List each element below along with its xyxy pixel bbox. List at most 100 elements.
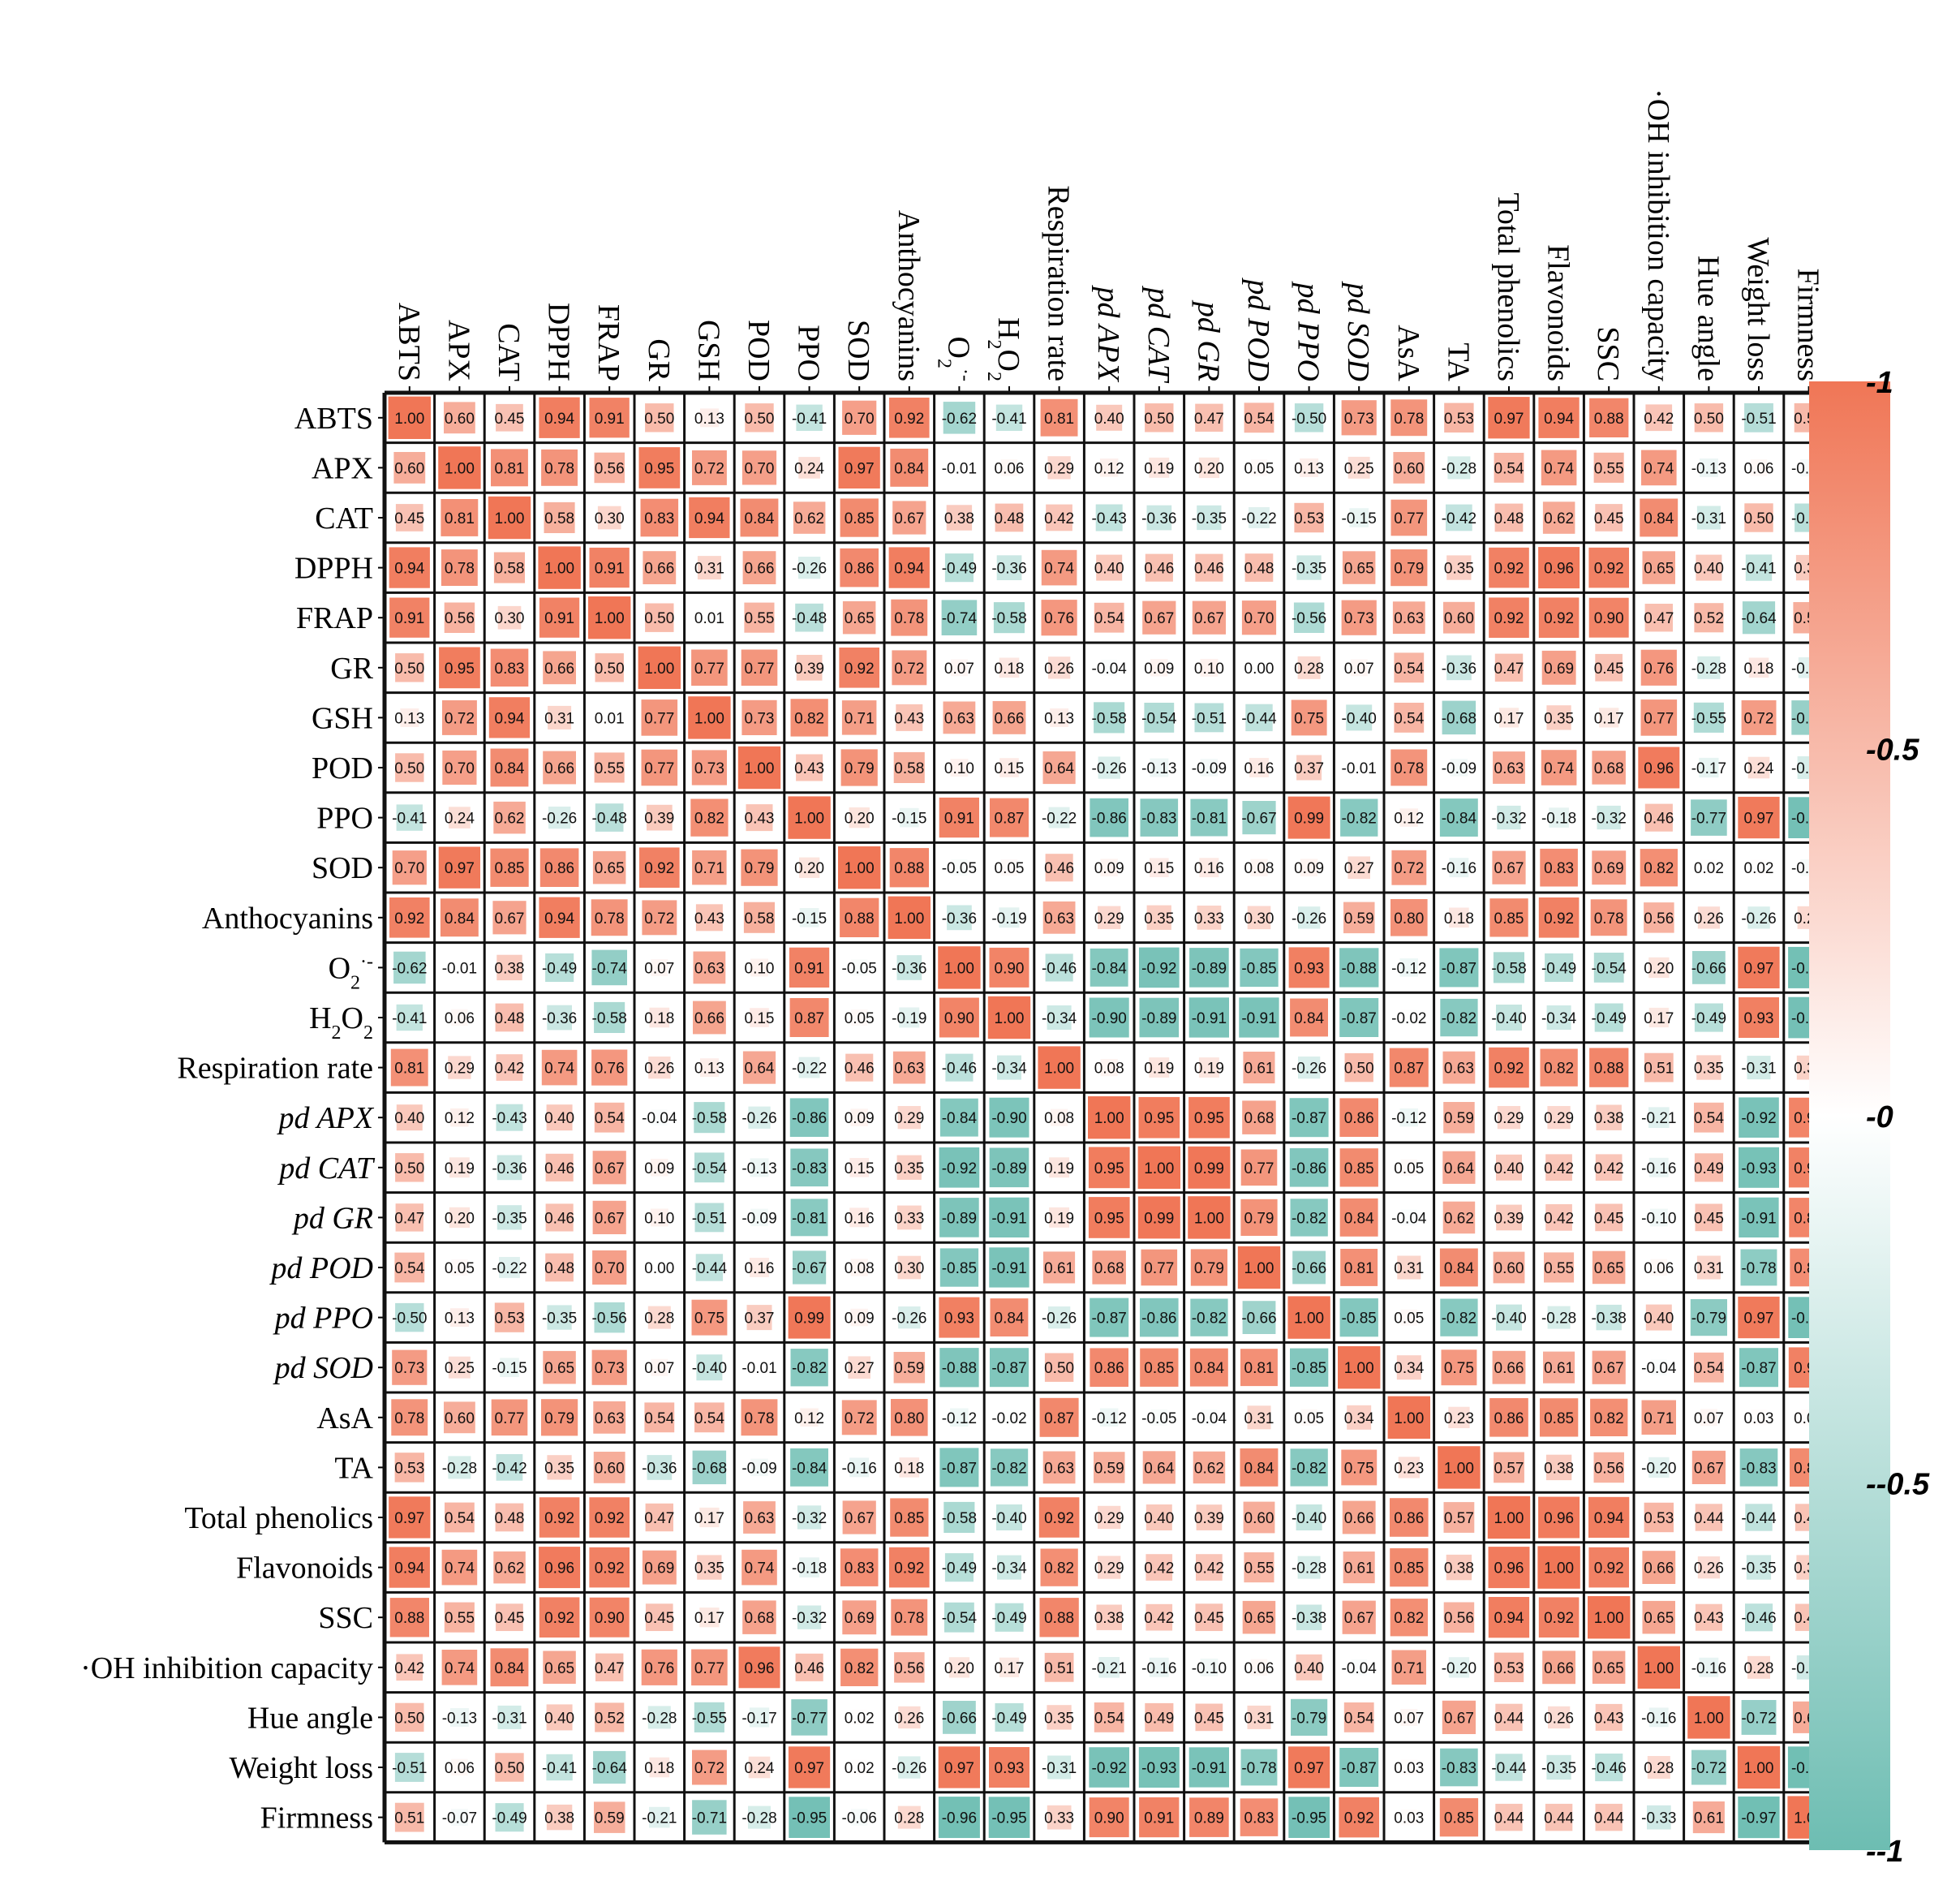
- cell-value-label: -0.56: [1292, 610, 1326, 627]
- cell-square: [1098, 756, 1120, 779]
- cell-value-label: 0.53: [495, 1311, 525, 1328]
- cell-value-label: 0.55: [1594, 460, 1624, 477]
- cell-value-label: 0.12: [1394, 811, 1424, 828]
- column-label: pd CAT: [1141, 285, 1176, 384]
- cell-value-label: 0.77: [644, 760, 674, 777]
- cell-square: [1200, 658, 1219, 677]
- cell-value-label: -0.88: [942, 1360, 977, 1377]
- cell-value-label: -0.09: [741, 1460, 776, 1477]
- cell-value-label: -0.74: [592, 960, 628, 977]
- cell-value-label: 0.96: [1544, 1510, 1574, 1527]
- cell-value-label: -0.82: [1442, 1010, 1476, 1027]
- cell-value-label: 1.00: [1194, 1210, 1224, 1227]
- cell-value-label: 0.03: [1394, 1760, 1424, 1777]
- cell-value-label: -0.58: [991, 610, 1026, 627]
- cell-value-label: -0.10: [1192, 1660, 1227, 1677]
- cell-value-label: -0.13: [741, 1160, 776, 1177]
- cell-value-label: 0.29: [1544, 1110, 1574, 1127]
- cell-value-label: -0.26: [1292, 910, 1326, 927]
- cell-square: [1000, 459, 1018, 476]
- cell-value-label: 0.67: [845, 1510, 875, 1527]
- row-label: pd GR: [291, 1201, 373, 1235]
- cell-value-label: 0.67: [1694, 1460, 1724, 1477]
- cell-square: [697, 556, 721, 580]
- cell-square: [1498, 708, 1519, 728]
- cell-value-label: 0.82: [1394, 1610, 1424, 1627]
- cell-value-label: 0.38: [1094, 1610, 1124, 1627]
- cell-value-label: -0.85: [942, 1260, 977, 1277]
- cell-square: [1047, 456, 1071, 480]
- cell-square: [594, 752, 625, 783]
- cell-value-label: 0.85: [1544, 1410, 1574, 1427]
- cell-value-label: 0.94: [1494, 1610, 1524, 1627]
- cell-value-label: 0.94: [394, 561, 424, 578]
- cell-square: [889, 398, 930, 438]
- cell-value-label: 0.05: [995, 860, 1025, 877]
- cell-value-label: 0.49: [1144, 1710, 1174, 1727]
- cell-square: [1041, 549, 1077, 586]
- cell-value-label: 0.67: [1344, 1610, 1374, 1627]
- cell-value-label: 0.44: [1594, 1810, 1624, 1827]
- cell-value-label: 0.96: [544, 1560, 574, 1577]
- cell-value-label: -0.67: [792, 1260, 827, 1277]
- cell-value-label: -0.74: [942, 610, 978, 627]
- cell-value-label: 0.09: [644, 1160, 674, 1177]
- cell-value-label: 0.54: [1244, 411, 1274, 428]
- cell-value-label: -0.28: [1541, 1311, 1576, 1328]
- cell-value-label: 0.77: [495, 1410, 525, 1427]
- cell-value-label: -0.78: [1741, 1260, 1776, 1277]
- cell-value-label: 0.97: [1744, 960, 1774, 977]
- column-label: O2·-: [933, 337, 975, 381]
- cell-value-label: 0.26: [1044, 661, 1074, 678]
- cell-value-label: -0.49: [542, 960, 577, 977]
- cell-value-label: 0.96: [1644, 760, 1674, 777]
- cell-value-label: 0.50: [644, 610, 674, 627]
- cell-value-label: 0.16: [1244, 760, 1274, 777]
- cell-value-label: 0.81: [445, 510, 475, 527]
- cell-square: [1194, 703, 1224, 733]
- cell-square: [741, 649, 778, 686]
- cell-value-label: 0.16: [1194, 860, 1224, 877]
- cell-value-label: 0.97: [1744, 1311, 1774, 1328]
- cell-value-label: 0.63: [1494, 760, 1524, 777]
- cell-value-label: 0.52: [595, 1710, 625, 1727]
- cell-square: [1341, 400, 1377, 436]
- cell-value-label: 0.56: [1644, 910, 1674, 927]
- cell-value-label: 0.56: [894, 1660, 924, 1677]
- cell-value-label: 0.43: [745, 811, 775, 828]
- cell-value-label: 0.61: [1694, 1810, 1724, 1827]
- cell-value-label: 0.46: [1194, 561, 1224, 578]
- cell-value-label: 0.50: [394, 760, 424, 777]
- column-label: Anthocyanins: [892, 210, 926, 381]
- cell-value-label: 0.54: [445, 1510, 475, 1527]
- cell-square: [1190, 798, 1228, 837]
- cell-value-label: 0.02: [845, 1710, 875, 1727]
- cell-square: [497, 605, 522, 630]
- cell-value-label: 0.72: [845, 1410, 875, 1427]
- cell-square: [1642, 551, 1675, 584]
- cell-value-label: 0.93: [944, 1311, 974, 1328]
- cell-square: [1394, 652, 1425, 683]
- cell-value-label: -0.85: [1342, 1311, 1377, 1328]
- cell-value-label: 0.74: [1644, 460, 1674, 477]
- cell-value-label: 0.78: [544, 460, 574, 477]
- cell-value-label: 0.63: [1394, 610, 1424, 627]
- cell-value-label: -0.81: [1192, 811, 1227, 828]
- cell-value-label: 0.45: [495, 1610, 525, 1627]
- cell-value-label: 0.52: [1694, 610, 1724, 627]
- cell-value-label: -0.82: [1292, 1460, 1326, 1477]
- cell-value-label: -0.58: [1092, 710, 1127, 727]
- column-label: TA: [1441, 342, 1475, 381]
- cell-value-label: -0.54: [1141, 710, 1177, 727]
- cell-value-label: 0.91: [595, 561, 625, 578]
- cell-value-label: -0.38: [1292, 1610, 1326, 1627]
- cell-value-label: 0.78: [1594, 910, 1624, 927]
- cell-square: [996, 555, 1022, 580]
- cell-value-label: 0.87: [1394, 1061, 1424, 1078]
- cell-square: [1198, 457, 1220, 479]
- cell-value-label: 0.77: [1144, 1260, 1174, 1277]
- cell-value-label: -0.04: [1391, 1210, 1427, 1227]
- cell-value-label: 0.75: [694, 1311, 724, 1328]
- cell-value-label: 1.00: [1394, 1410, 1424, 1427]
- cell-value-label: -0.58: [592, 1010, 627, 1027]
